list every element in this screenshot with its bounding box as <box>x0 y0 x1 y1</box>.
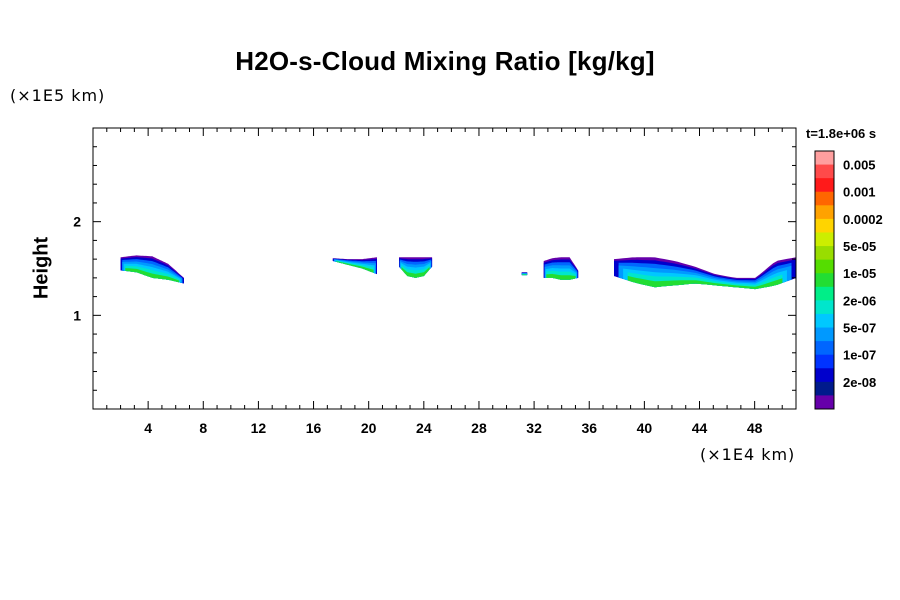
colorbar-swatch <box>815 368 834 383</box>
contour-band <box>336 261 374 273</box>
colorbar-frame <box>814 150 835 410</box>
legend-level-label: 5e-07 <box>843 321 876 336</box>
x-axis-ticks: 4 8 12 16 20 24 28 32 36 40 44 48 <box>106 128 783 436</box>
contour-band <box>401 267 430 278</box>
legend-level-label: 0.005 <box>843 158 876 173</box>
x-tick-label: 28 <box>471 420 487 436</box>
colorbar-swatch <box>815 259 834 274</box>
colorbar-swatch <box>815 151 834 166</box>
colorbar-swatch <box>815 381 834 396</box>
colorbar-swatch <box>815 354 834 369</box>
colorbar-legend: t=1.8e+06 s 0.005 0.001 0.0002 5e-05 1e-05 2e-… <box>806 126 883 410</box>
x-tick-label: 4 <box>144 420 152 436</box>
colorbar-swatch <box>815 246 834 261</box>
colorbar-swatch <box>815 164 834 179</box>
contour-regions <box>120 255 796 290</box>
legend-level-label: 1e-05 <box>843 266 876 281</box>
colorbar-swatch <box>815 178 834 193</box>
legend-level-label: 5e-05 <box>843 239 876 254</box>
y-unit-label: (×1E5 km) <box>10 86 106 105</box>
y-tick-label: 1 <box>73 307 81 323</box>
y-tick-label: 2 <box>73 214 81 230</box>
colorbar-swatch <box>815 313 834 329</box>
x-tick-label: 8 <box>199 420 207 436</box>
x-tick-label: 32 <box>526 420 542 436</box>
contour-band <box>522 274 527 276</box>
colorbar-swatch <box>815 395 834 410</box>
legend-level-label: 0.0002 <box>843 212 883 227</box>
contour-band <box>125 268 180 283</box>
legend-level-label: 0.001 <box>843 185 876 200</box>
x-tick-label: 16 <box>306 420 322 436</box>
chart-title: H2O-s-Cloud Mixing Ratio [kg/kg] <box>235 46 655 76</box>
colorbar-swatch <box>815 273 834 288</box>
colorbar-swatch <box>815 341 834 356</box>
colorbar-swatch <box>815 286 834 301</box>
colorbar-swatch <box>815 327 834 342</box>
y-axis-ticks: 12 <box>73 127 796 391</box>
legend-title: t=1.8e+06 s <box>806 126 876 141</box>
colorbar-swatch <box>815 218 834 233</box>
colorbar-swatch <box>815 191 834 206</box>
colorbar-swatch <box>815 232 834 247</box>
contour-band <box>546 273 576 280</box>
x-tick-label: 12 <box>251 420 267 436</box>
legend-level-label: 2e-08 <box>843 375 876 390</box>
x-tick-label: 40 <box>637 420 653 436</box>
colorbar-swatch <box>815 300 834 315</box>
x-tick-label: 48 <box>747 420 763 436</box>
x-tick-label: 36 <box>581 420 597 436</box>
x-tick-label: 20 <box>361 420 377 436</box>
contour-band <box>627 275 783 290</box>
colorbar-swatch <box>815 205 834 220</box>
legend-level-label: 1e-07 <box>843 348 876 363</box>
x-tick-label: 24 <box>416 420 432 436</box>
plot-frame <box>92 127 797 410</box>
x-unit-label: (×1E4 km) <box>700 445 796 464</box>
legend-level-label: 2e-06 <box>843 293 876 308</box>
x-tick-label: 44 <box>692 420 708 436</box>
